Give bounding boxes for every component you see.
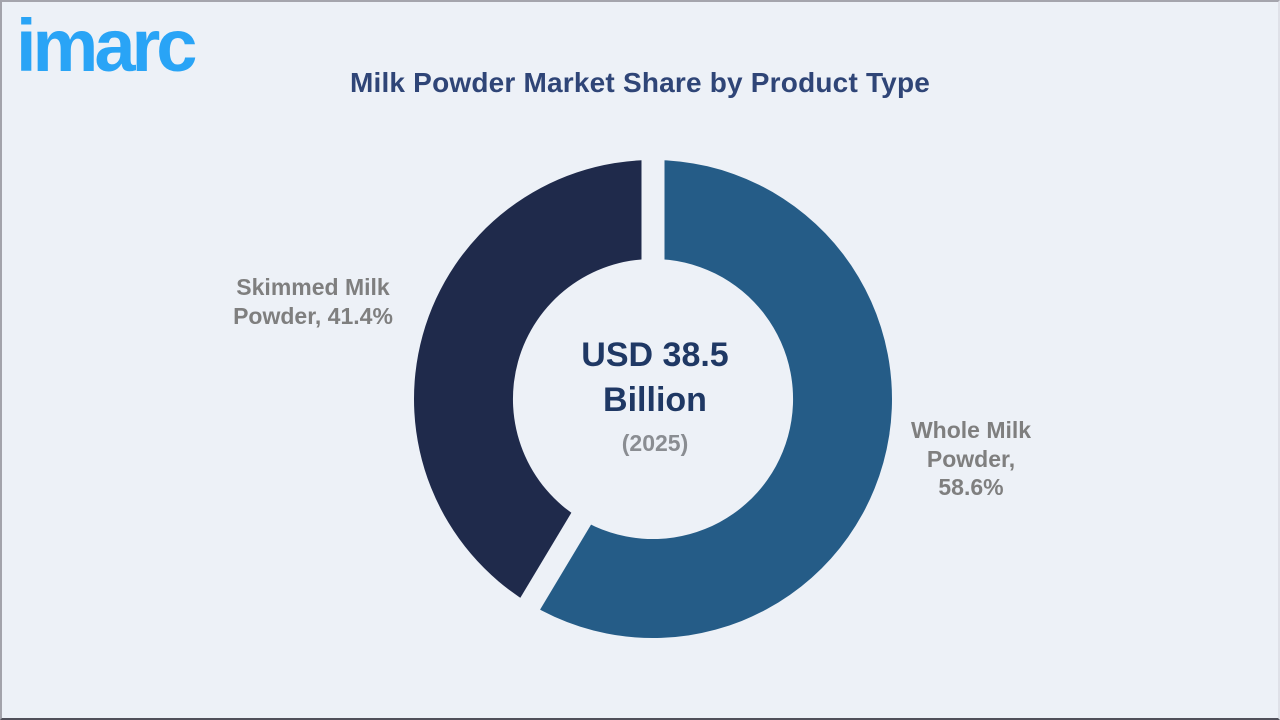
imarc-logo-text: imarc: [16, 4, 197, 87]
donut-chart-area: [393, 139, 913, 659]
market-value-line2: Billion: [603, 381, 707, 419]
label-whole-milk-powder: Whole Milk Powder, 58.6%: [910, 417, 1032, 500]
donut-segment-whole-milk-powder: [530, 160, 892, 638]
segment-gap: [515, 393, 663, 618]
donut-center-label: USD 38.5 Billion (2025): [505, 333, 805, 457]
page-title: Milk Powder Market Share by Product Type: [349, 66, 931, 98]
imarc-logo: imarc: [16, 4, 236, 102]
donut-chart: [413, 151, 892, 638]
label-skimmed-milk-powder: Skimmed Milk Powder, 41.4%: [233, 274, 393, 329]
market-value-year: (2025): [621, 430, 689, 456]
donut-segment-skimmed-milk-powder: [413, 160, 653, 604]
market-value-line1: USD 38.5: [581, 336, 729, 374]
